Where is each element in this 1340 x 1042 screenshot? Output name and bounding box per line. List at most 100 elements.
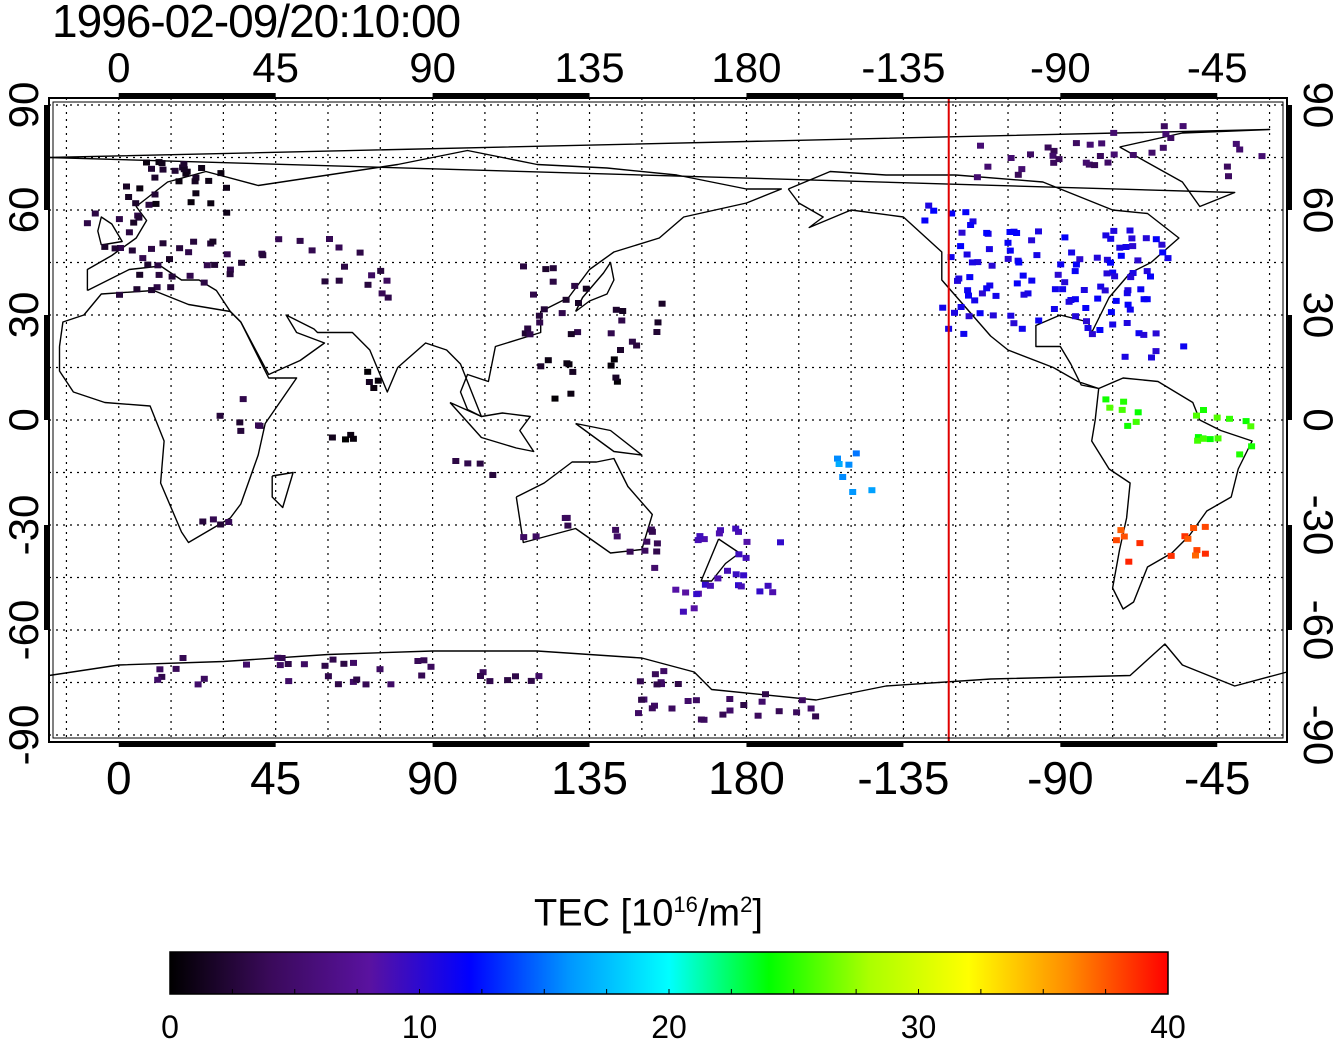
tec-cell: [521, 330, 529, 337]
colorbar-tick-label: 30: [901, 1009, 937, 1042]
tec-cell: [985, 246, 993, 253]
tec-cell: [276, 662, 284, 669]
tec-cell: [340, 660, 348, 667]
tec-cell: [217, 521, 225, 528]
tec-cell: [1118, 406, 1126, 413]
tec-cell: [967, 222, 975, 228]
right-lat-tick-label: 30: [1295, 292, 1340, 339]
tec-cell: [619, 308, 627, 314]
tec-region-north-america: [921, 202, 1188, 361]
tec-cell: [965, 292, 972, 299]
tec-cell: [512, 673, 519, 680]
tec-cell: [989, 312, 997, 319]
tec-cell: [326, 236, 333, 242]
tec-cell: [236, 419, 244, 426]
tec-cell: [575, 300, 582, 306]
tec-cell: [674, 681, 682, 687]
tec-cell: [992, 292, 1000, 299]
bottom-lon-tick-label: -45: [1184, 752, 1250, 804]
tec-cell: [1094, 295, 1102, 302]
tec-cell: [1117, 527, 1125, 534]
tec-cell: [965, 313, 973, 320]
tec-cell: [209, 516, 217, 523]
tec-cell: [582, 285, 590, 292]
bottom-lon-tick-label: 180: [708, 752, 785, 804]
tec-cell: [612, 374, 620, 381]
japan-coastline: [574, 261, 615, 313]
tec-cell: [1101, 287, 1109, 294]
left-lat-tick-label: -60: [0, 600, 47, 661]
tec-cell: [200, 279, 208, 286]
tec-cell: [1121, 353, 1129, 360]
tec-cell: [574, 329, 582, 336]
tec-cell: [296, 237, 304, 244]
tec-cell: [151, 191, 159, 198]
tec-cell: [1054, 271, 1062, 278]
tec-cell: [1112, 297, 1120, 304]
tec-cell: [1019, 272, 1027, 279]
tec-region-africa: [199, 396, 497, 528]
tec-cell: [1223, 163, 1231, 170]
tec-cell: [651, 564, 659, 571]
tec-region-australia: [520, 514, 661, 571]
antarctica-coastline: [48, 643, 1288, 701]
bottom-lon-tick-label: 90: [407, 752, 458, 804]
tec-cell: [564, 522, 572, 529]
tec-cell: [835, 461, 843, 467]
tec-cell: [376, 666, 384, 673]
tec-cell: [1050, 147, 1058, 154]
tec-cell: [742, 554, 750, 561]
tec-cell: [1140, 331, 1148, 338]
tec-cell: [477, 673, 484, 679]
tec-cell: [128, 247, 136, 254]
tec-cell: [536, 319, 544, 326]
tec-region-canada-arctic: [973, 123, 1266, 181]
tec-cell: [378, 290, 386, 297]
tec-cell: [1120, 398, 1128, 405]
tec-cell: [610, 356, 618, 363]
tec-cell: [1159, 249, 1167, 256]
tec-cell: [1201, 523, 1209, 530]
tec-cell: [660, 668, 668, 675]
tec-cell: [217, 170, 225, 177]
tec-cell: [758, 698, 766, 705]
frame-scale-bar: [44, 315, 49, 420]
tec-cell: [726, 696, 734, 702]
tec-cell: [205, 177, 213, 184]
tec-cell: [132, 200, 140, 207]
tec-cell: [612, 526, 620, 533]
tec-cell: [682, 589, 690, 596]
tec-cell: [427, 663, 435, 670]
new-guinea-coastline: [575, 422, 643, 456]
tec-cell: [1082, 159, 1090, 166]
top-lon-tick-label: -135: [861, 44, 945, 91]
tec-cell: [1142, 235, 1150, 242]
tec-cell: [414, 658, 422, 664]
tec-region-antarctica: [154, 654, 820, 723]
tec-cell: [226, 266, 234, 273]
tec-cell: [418, 672, 426, 679]
tec-cell: [607, 330, 615, 337]
tec-cell: [1057, 261, 1065, 268]
tec-cell: [1035, 317, 1043, 324]
top-lon-tick-label: 0: [107, 44, 130, 91]
tec-cell: [1158, 241, 1166, 248]
tec-cell: [211, 261, 219, 268]
left-lat-tick-label: 90: [0, 82, 47, 129]
tec-cell: [1129, 243, 1137, 250]
tec-cell: [1065, 298, 1073, 305]
tec-cell: [223, 209, 231, 216]
tec-region-south-america-south: [1112, 523, 1209, 565]
tec-cell: [1136, 540, 1144, 547]
tec-cell: [133, 286, 141, 293]
tec-cell: [1126, 227, 1134, 234]
tec-cell: [966, 274, 974, 281]
tec-cell: [535, 312, 543, 319]
tec-cell: [964, 287, 972, 294]
tec-cell: [724, 567, 731, 574]
top-lon-tick-label: -90: [1030, 44, 1091, 91]
tec-cell: [696, 533, 704, 540]
tec-cell: [613, 378, 621, 385]
tec-cell: [308, 247, 316, 254]
tec-cell: [971, 297, 979, 304]
